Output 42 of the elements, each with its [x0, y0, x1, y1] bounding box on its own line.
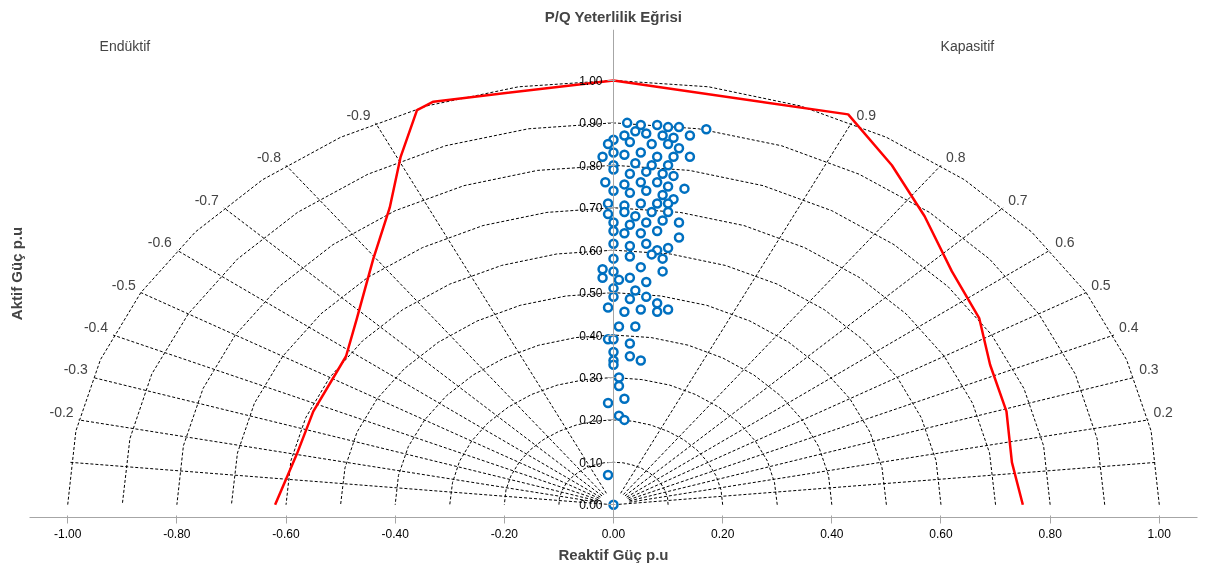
- y-tick-label: 0.30: [579, 370, 603, 385]
- series-label: -0.7: [194, 191, 220, 208]
- series-label: -0.9: [346, 106, 371, 123]
- series-label: 0.9: [856, 106, 877, 123]
- x-tick-label: -0.20: [490, 526, 519, 541]
- y-tick-label: 0.70: [579, 201, 603, 216]
- series-label: -0.8: [256, 149, 282, 166]
- chart-title: P/Q Yeterlilik Eğrisi: [544, 7, 683, 25]
- series-label: -0.2: [49, 403, 74, 420]
- y-axis-title: Aktif Güç p.u: [7, 226, 25, 321]
- x-tick-label: -0.80: [163, 526, 191, 541]
- series-label: -0.5: [111, 276, 137, 293]
- x-tick-label: -0.40: [381, 526, 410, 541]
- x-tick-label: -0.60: [272, 526, 301, 541]
- y-tick-label: 0.20: [579, 413, 603, 428]
- series-label: 0.6: [1055, 234, 1075, 251]
- series-label: -0.3: [63, 361, 89, 378]
- x-tick-label: 1.00: [1147, 526, 1172, 541]
- series-label: 0.8: [945, 149, 966, 166]
- annotation: Kapasitif: [940, 37, 995, 54]
- x-tick-label: 0.20: [710, 526, 735, 541]
- series-label: 0.4: [1118, 319, 1139, 336]
- y-tick-label: 0.60: [579, 243, 603, 258]
- y-tick-label: 0.00: [579, 498, 603, 513]
- annotation: Endüktif: [99, 37, 151, 54]
- series-label: 0.3: [1139, 361, 1159, 378]
- y-tick-label: 0.80: [579, 158, 603, 173]
- y-tick-label: 0.90: [579, 116, 603, 131]
- x-tick-label: 0.40: [820, 526, 844, 541]
- x-tick-label: -1.00: [54, 526, 82, 541]
- series-label: 0.5: [1091, 276, 1111, 293]
- series-label: 0.2: [1153, 403, 1174, 420]
- y-tick-label: 0.10: [579, 455, 603, 470]
- series-label: -0.4: [83, 319, 109, 336]
- x-axis-title: Reaktif Güç p.u: [558, 545, 669, 563]
- x-tick-label: 0.60: [929, 526, 953, 541]
- y-tick-label: 0.40: [579, 328, 603, 343]
- x-tick-label: 0.00: [601, 526, 626, 541]
- series-label: 0.7: [1008, 191, 1028, 208]
- y-tick-label: 0.50: [579, 286, 603, 301]
- x-tick-label: 0.80: [1038, 526, 1063, 541]
- series-label: -0.6: [147, 234, 173, 251]
